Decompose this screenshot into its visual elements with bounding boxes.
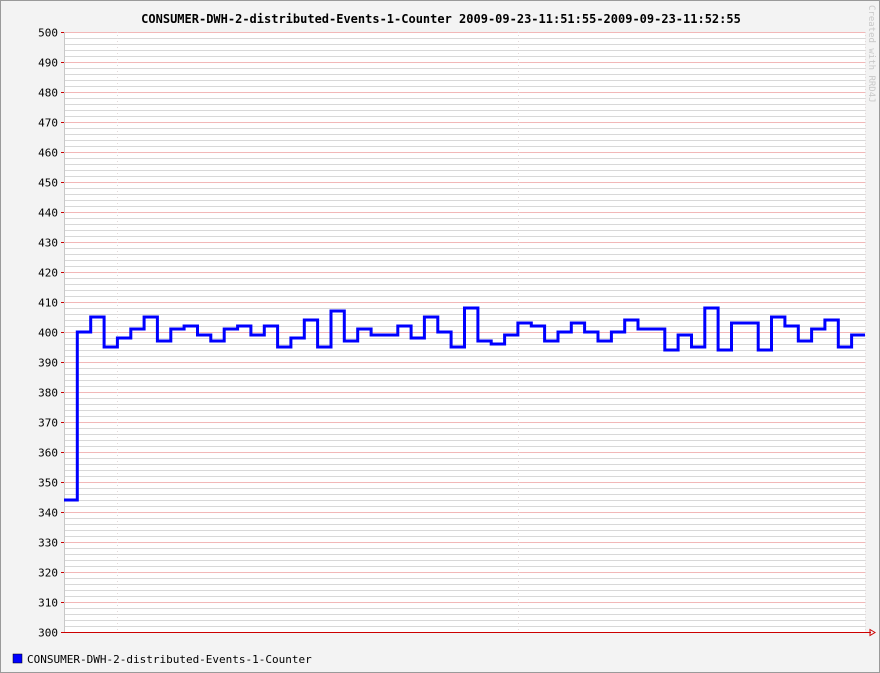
- y-tick-label: 300: [38, 627, 58, 640]
- y-tick-label: 470: [38, 117, 58, 130]
- y-tick-label: 400: [38, 327, 58, 340]
- x-axis-arrow: [869, 628, 876, 637]
- y-tick-label: 420: [38, 267, 58, 280]
- y-tick-label: 350: [38, 477, 58, 490]
- y-tick-label: 410: [38, 297, 58, 310]
- y-tick-label: 430: [38, 237, 58, 250]
- y-tick-label: 390: [38, 357, 58, 370]
- y-tick-label: 490: [38, 57, 58, 70]
- y-tick-label: 330: [38, 537, 58, 550]
- y-tick-label: 460: [38, 147, 58, 160]
- legend-label: CONSUMER-DWH-2-distributed-Events-1-Coun…: [27, 653, 312, 666]
- chart-title: CONSUMER-DWH-2-distributed-Events-1-Coun…: [141, 12, 741, 26]
- axes: [64, 32, 876, 637]
- y-tick-label: 360: [38, 447, 58, 460]
- legend-swatch: [12, 653, 23, 664]
- series-layer: [64, 306, 865, 502]
- y-tick-label: 310: [38, 597, 58, 610]
- y-tick-label: 450: [38, 177, 58, 190]
- y-tick-labels: 300 310 320 330 340 350 360 370 380 390 400 410 420 4…: [38, 27, 64, 640]
- legend: CONSUMER-DWH-2-distributed-Events-1-Coun…: [12, 653, 312, 666]
- y-tick-label: 480: [38, 87, 58, 100]
- y-tick-label: 340: [38, 507, 58, 520]
- y-tick-label: 320: [38, 567, 58, 580]
- watermark-text: Created with RRD4J: [866, 5, 876, 103]
- y-tick-label: 440: [38, 207, 58, 220]
- y-tick-label: 380: [38, 387, 58, 400]
- y-tick-label: 370: [38, 417, 58, 430]
- y-tick-label: 500: [38, 27, 58, 40]
- series-line: [64, 306, 865, 502]
